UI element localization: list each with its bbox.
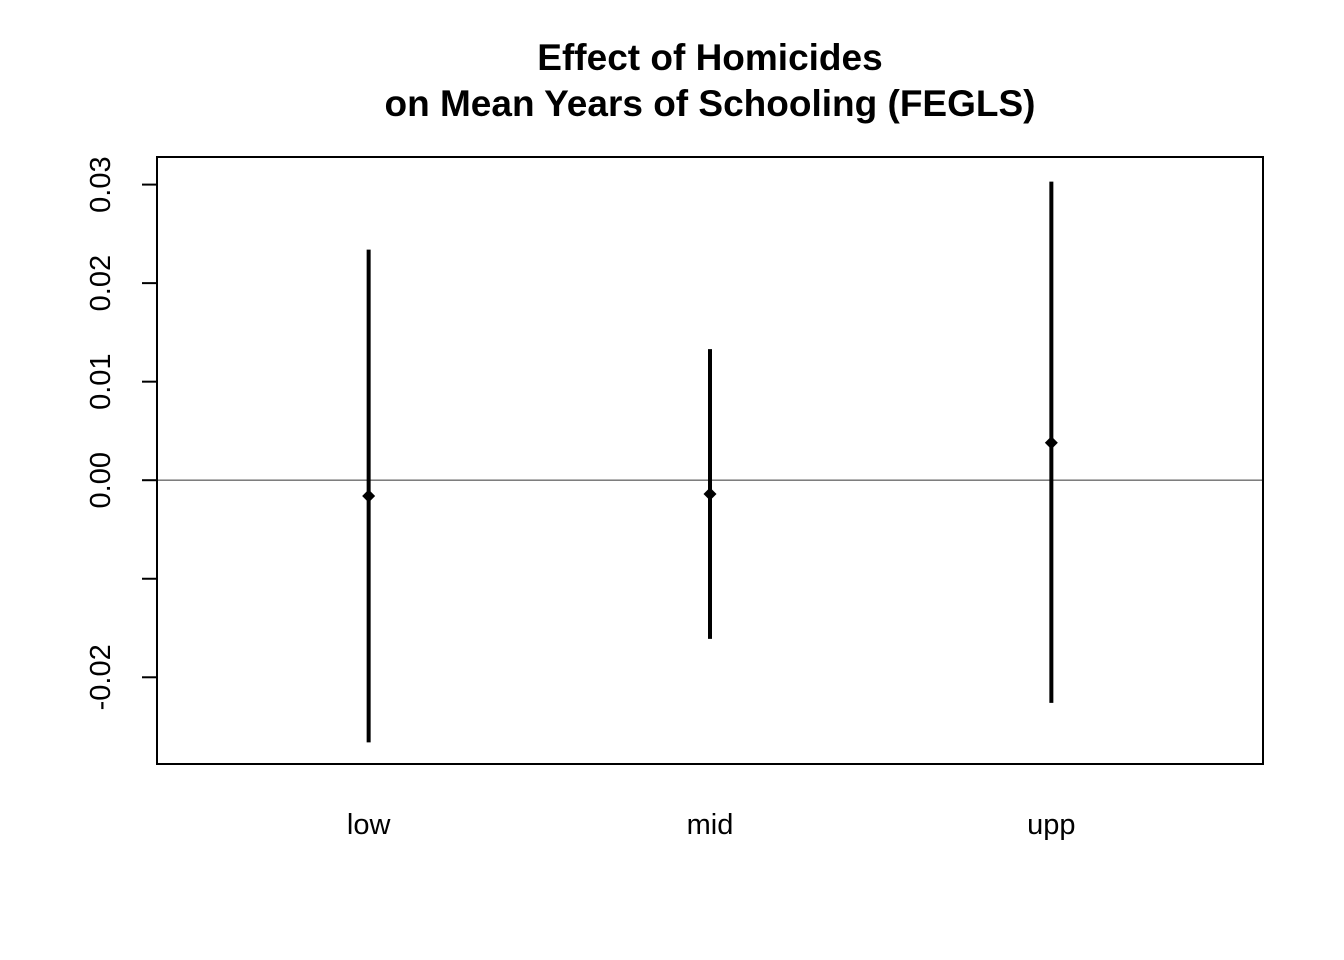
y-tick-label: 0.00 — [85, 452, 117, 508]
y-tick-label: 0.01 — [85, 353, 117, 409]
point-estimate-low — [362, 489, 376, 503]
y-tick-label: 0.03 — [85, 156, 117, 212]
y-tick-label: -0.02 — [85, 644, 117, 710]
x-category-label-low: low — [347, 809, 392, 841]
chart-title-line-2: on Mean Years of Schooling (FEGLS) — [384, 83, 1035, 124]
plot-frame — [156, 156, 1264, 765]
y-tick-label: 0.02 — [85, 255, 117, 311]
y-axis: -0.02 0.00 0.01 0.02 0.03 — [85, 156, 157, 710]
x-axis: low mid upp — [347, 809, 1076, 841]
estimates-layer — [362, 181, 1058, 743]
x-category-label-mid: mid — [687, 809, 734, 841]
point-estimate-upp — [1044, 436, 1058, 450]
chart-title-line-1: Effect of Homicides — [537, 37, 882, 78]
x-category-label-upp: upp — [1027, 809, 1075, 841]
point-estimate-mid — [703, 487, 717, 501]
